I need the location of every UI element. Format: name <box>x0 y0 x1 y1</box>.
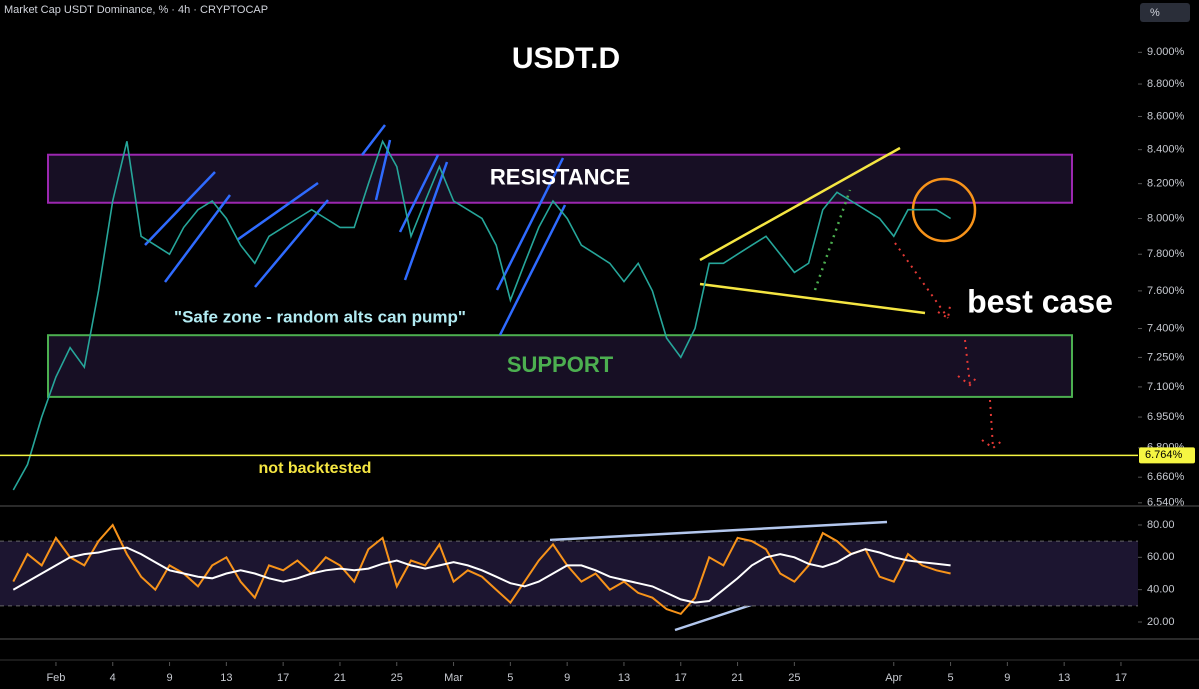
note: best case <box>967 283 1113 319</box>
x-tick-label: 13 <box>618 672 630 684</box>
channel-line <box>403 161 449 281</box>
unit-label: % <box>1150 7 1160 19</box>
rsi-band <box>0 541 1138 606</box>
y-tick-label: 8.600% <box>1147 110 1185 122</box>
x-tick-label: 17 <box>1115 672 1127 684</box>
x-tick-label: 9 <box>1004 672 1010 684</box>
y-tick-label: 7.400% <box>1147 322 1185 334</box>
y-tick-label: 80.00 <box>1147 519 1175 531</box>
y-tick-label: 20.00 <box>1147 616 1175 628</box>
x-tick-label: 13 <box>220 672 232 684</box>
y-tick-label: 7.250% <box>1147 351 1185 363</box>
zone <box>47 334 1073 398</box>
x-tick-label: 17 <box>675 672 687 684</box>
channel-line <box>254 199 329 288</box>
note: not backtested <box>259 460 372 477</box>
x-tick-label: 5 <box>507 672 513 684</box>
y-tick-label: 8.200% <box>1147 178 1185 190</box>
price-label: 6.764% <box>1145 449 1183 461</box>
x-tick-label: 9 <box>166 672 172 684</box>
x-tick-label: Apr <box>885 672 902 684</box>
dotted-arrows <box>894 242 1004 450</box>
channel-line <box>144 171 216 246</box>
y-tick-label: 9.000% <box>1147 46 1185 58</box>
wedge-line <box>699 282 926 315</box>
channel-line <box>398 154 440 233</box>
y-tick-label: 60.00 <box>1147 551 1175 563</box>
series-line <box>12 546 951 604</box>
y-tick-label: 8.400% <box>1147 144 1185 156</box>
x-tick-label: 5 <box>947 672 953 684</box>
series-line <box>12 139 952 491</box>
subtitle: Market Cap USDT Dominance, % · 4h · CRYP… <box>4 4 268 16</box>
zone-label: SUPPORT <box>507 352 614 377</box>
y-tick-label: 6.950% <box>1147 411 1185 423</box>
channel-line <box>361 124 386 156</box>
channel-line <box>498 204 567 336</box>
x-tick-label: 4 <box>110 672 116 684</box>
x-tick-label: 21 <box>334 672 346 684</box>
x-tick-label: Mar <box>444 672 463 684</box>
x-tick-label: 25 <box>788 672 800 684</box>
wedge-line <box>699 146 901 262</box>
y-tick-label: 6.660% <box>1147 471 1185 483</box>
y-tick-label: 6.540% <box>1147 497 1185 509</box>
note: "Safe zone - random alts can pump" <box>174 307 466 326</box>
x-tick-label: Feb <box>46 672 65 684</box>
x-tick-label: 21 <box>731 672 743 684</box>
y-tick-label: 8.800% <box>1147 78 1185 90</box>
zone-label: RESISTANCE <box>490 165 630 190</box>
x-tick-label: 13 <box>1058 672 1070 684</box>
y-tick-label: 7.100% <box>1147 381 1185 393</box>
channel-line <box>495 157 565 291</box>
y-tick-label: 8.000% <box>1147 212 1185 224</box>
channel-line <box>236 181 319 242</box>
x-tick-label: 9 <box>564 672 570 684</box>
series-line <box>12 523 951 616</box>
y-tick-label: 7.800% <box>1147 248 1185 260</box>
unit-box <box>1140 3 1190 22</box>
rsi-trend-line <box>549 520 888 542</box>
price-label-box <box>1139 447 1195 464</box>
y-tick-label: 40.00 <box>1147 584 1175 596</box>
x-tick-label: 25 <box>391 672 403 684</box>
x-tick-label: 17 <box>277 672 289 684</box>
zones <box>47 153 1073 398</box>
chart-title: USDT.D <box>512 42 620 75</box>
y-tick-label: 7.600% <box>1147 285 1185 297</box>
